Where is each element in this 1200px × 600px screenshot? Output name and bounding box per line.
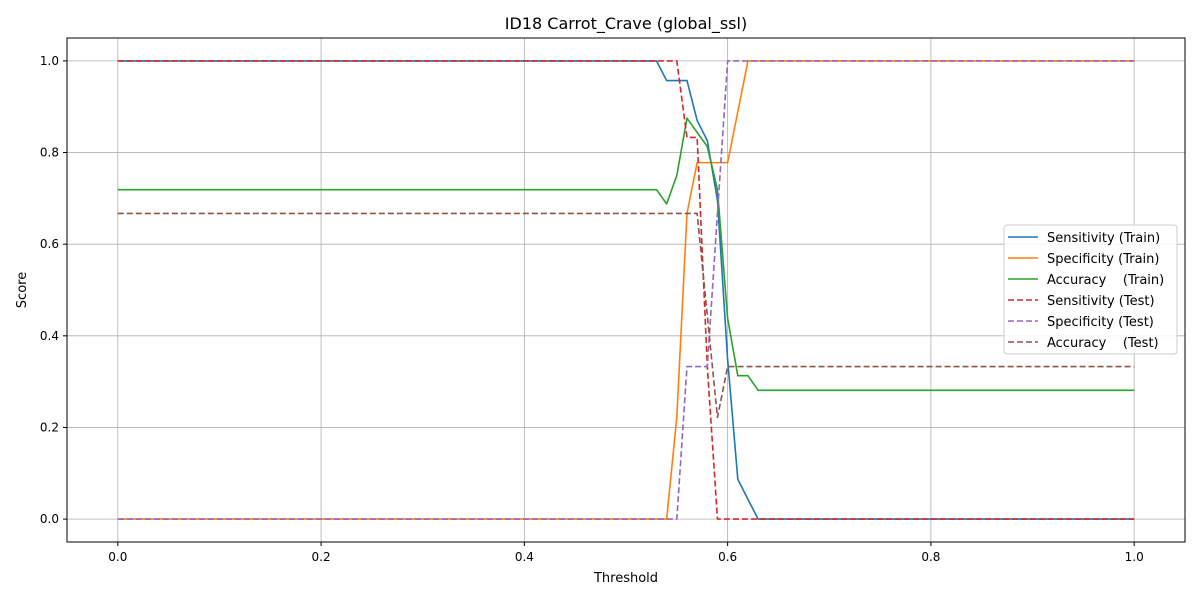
legend-label: Sensitivity (Test) bbox=[1047, 294, 1155, 309]
y-tick-label: 1.0 bbox=[40, 54, 59, 68]
series-line bbox=[117, 60, 1135, 520]
series-line bbox=[117, 212, 1135, 419]
x-tick-label: 0.6 bbox=[718, 550, 737, 564]
y-tick-label: 0.8 bbox=[40, 146, 59, 160]
axis-ticks: 0.0 0.2 0.4 0.6 0.8 1.0 0.0 0.2 0.4 0.6 0.8 1.0 bbox=[40, 54, 1144, 564]
series-line bbox=[117, 60, 1135, 520]
legend-box bbox=[1003, 224, 1178, 355]
x-axis-label: Threshold bbox=[593, 571, 658, 586]
y-tick-label: 0.2 bbox=[40, 420, 59, 434]
y-axis-label: Score bbox=[15, 272, 30, 308]
series-lines bbox=[117, 60, 1135, 520]
legend-label: Accuracy (Train) bbox=[1047, 273, 1164, 288]
y-tick-label: 0.4 bbox=[40, 329, 59, 343]
x-tick-label: 0.0 bbox=[108, 550, 127, 564]
legend-label: Accuracy (Test) bbox=[1047, 336, 1159, 351]
series-line bbox=[117, 60, 1135, 520]
x-tick-label: 0.4 bbox=[515, 550, 534, 564]
series-line bbox=[117, 117, 1135, 392]
chart-title: ID18 Carrot_Crave (global_ssl) bbox=[505, 14, 747, 34]
y-tick-label: 0.6 bbox=[40, 237, 59, 251]
x-tick-label: 0.2 bbox=[312, 550, 331, 564]
x-tick-label: 0.8 bbox=[921, 550, 940, 564]
x-tick-label: 1.0 bbox=[1125, 550, 1144, 564]
plot-frame bbox=[66, 37, 1186, 543]
legend-label: Specificity (Test) bbox=[1047, 315, 1154, 330]
y-tick-label: 0.0 bbox=[40, 512, 59, 526]
series-line bbox=[117, 60, 1135, 520]
legend-label: Sensitivity (Train) bbox=[1047, 231, 1160, 246]
legend-label: Specificity (Train) bbox=[1047, 252, 1159, 267]
legend: Sensitivity (Train) Specificity (Train) Ac… bbox=[1003, 224, 1178, 355]
